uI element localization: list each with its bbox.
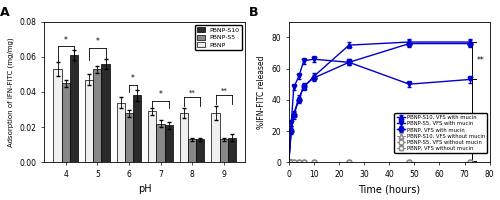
Bar [220, 139, 228, 162]
Text: **: ** [220, 88, 227, 94]
Text: A: A [0, 6, 10, 19]
Bar [133, 95, 141, 162]
Text: *: * [158, 90, 162, 99]
Bar [212, 113, 220, 162]
Bar [62, 83, 70, 162]
Bar [156, 124, 164, 162]
Y-axis label: Adsorption of IFN-FITC (mg/mg): Adsorption of IFN-FITC (mg/mg) [8, 37, 14, 147]
X-axis label: pH: pH [138, 184, 151, 194]
Text: **: ** [477, 56, 485, 65]
Text: B: B [248, 6, 258, 19]
Bar [148, 111, 156, 162]
Bar [228, 138, 236, 162]
Legend: PBNP-S10, PBNP-S5, PBNP: PBNP-S10, PBNP-S5, PBNP [194, 25, 242, 50]
Bar [54, 69, 62, 162]
Legend: PBNP-S10, VFS with mucin, PBNP-S5, VFS with mucin, PBNP, VFS with mucin, PBNP-S1: PBNP-S10, VFS with mucin, PBNP-S5, VFS w… [394, 113, 487, 153]
Bar [196, 139, 204, 162]
Bar [188, 139, 196, 162]
Text: **: ** [477, 116, 485, 125]
Bar [180, 113, 188, 162]
Bar [85, 80, 93, 162]
Bar [93, 69, 102, 162]
Text: *: * [96, 37, 100, 46]
Text: *: * [64, 36, 68, 45]
X-axis label: Time (hours): Time (hours) [358, 184, 420, 194]
Bar [125, 113, 133, 162]
Bar [164, 125, 173, 162]
Bar [70, 55, 78, 162]
Y-axis label: %IFN-FITC released: %IFN-FITC released [257, 55, 266, 129]
Bar [116, 103, 125, 162]
Bar [102, 64, 110, 162]
Text: *: * [131, 74, 135, 83]
Text: **: ** [189, 89, 196, 95]
